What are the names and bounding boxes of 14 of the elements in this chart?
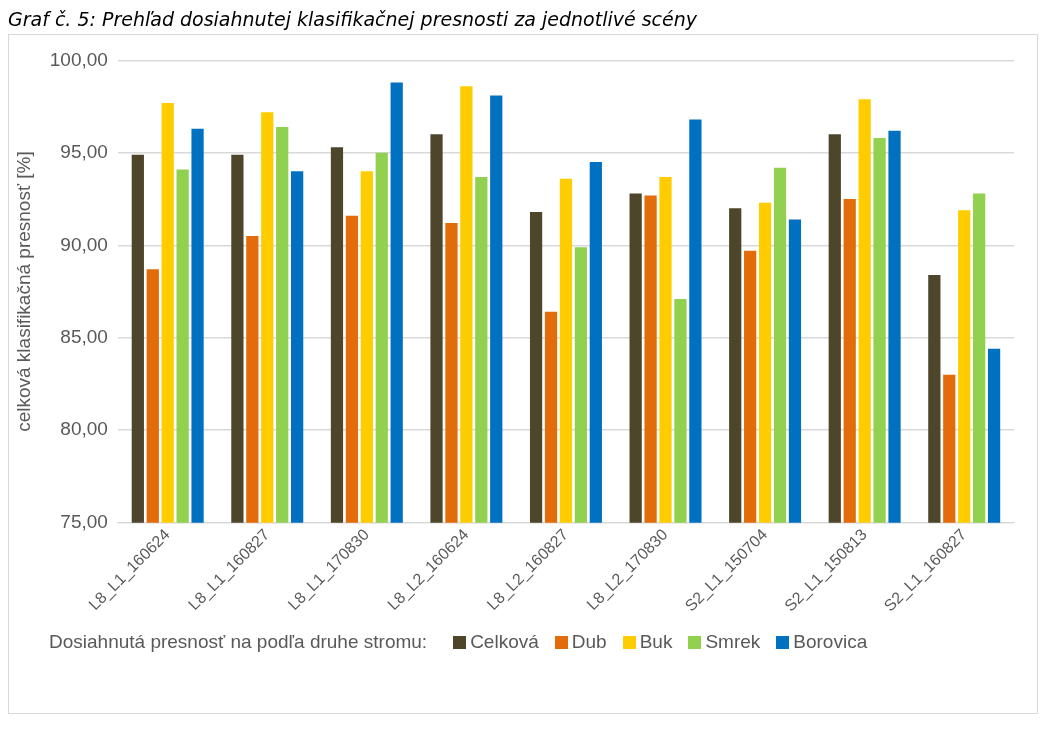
legend-label: Dub: [571, 631, 607, 653]
legend-label: Celková: [470, 631, 539, 653]
chart-title: Graf č. 5: Prehľad dosiahnutej klasifikačnej presnosti za jednotlivé scény: [8, 8, 699, 32]
y-axis-title: celková klasifikačná presnosť [%]: [12, 151, 34, 432]
y-tick-label: 95,00: [60, 141, 108, 163]
legend-label: Buk: [639, 631, 673, 653]
legend-label: Smrek: [705, 631, 761, 653]
y-tick-label: 85,00: [60, 325, 108, 347]
y-tick-label: 75,00: [60, 510, 108, 532]
legend-label: Borovica: [793, 631, 868, 653]
y-tick-label: 80,00: [60, 418, 108, 440]
y-tick-label: 100,00: [49, 48, 108, 70]
legend-title: Dosiahnutá presnosť na podľa druhe stromu:: [49, 631, 428, 653]
y-tick-label: 90,00: [60, 233, 108, 255]
